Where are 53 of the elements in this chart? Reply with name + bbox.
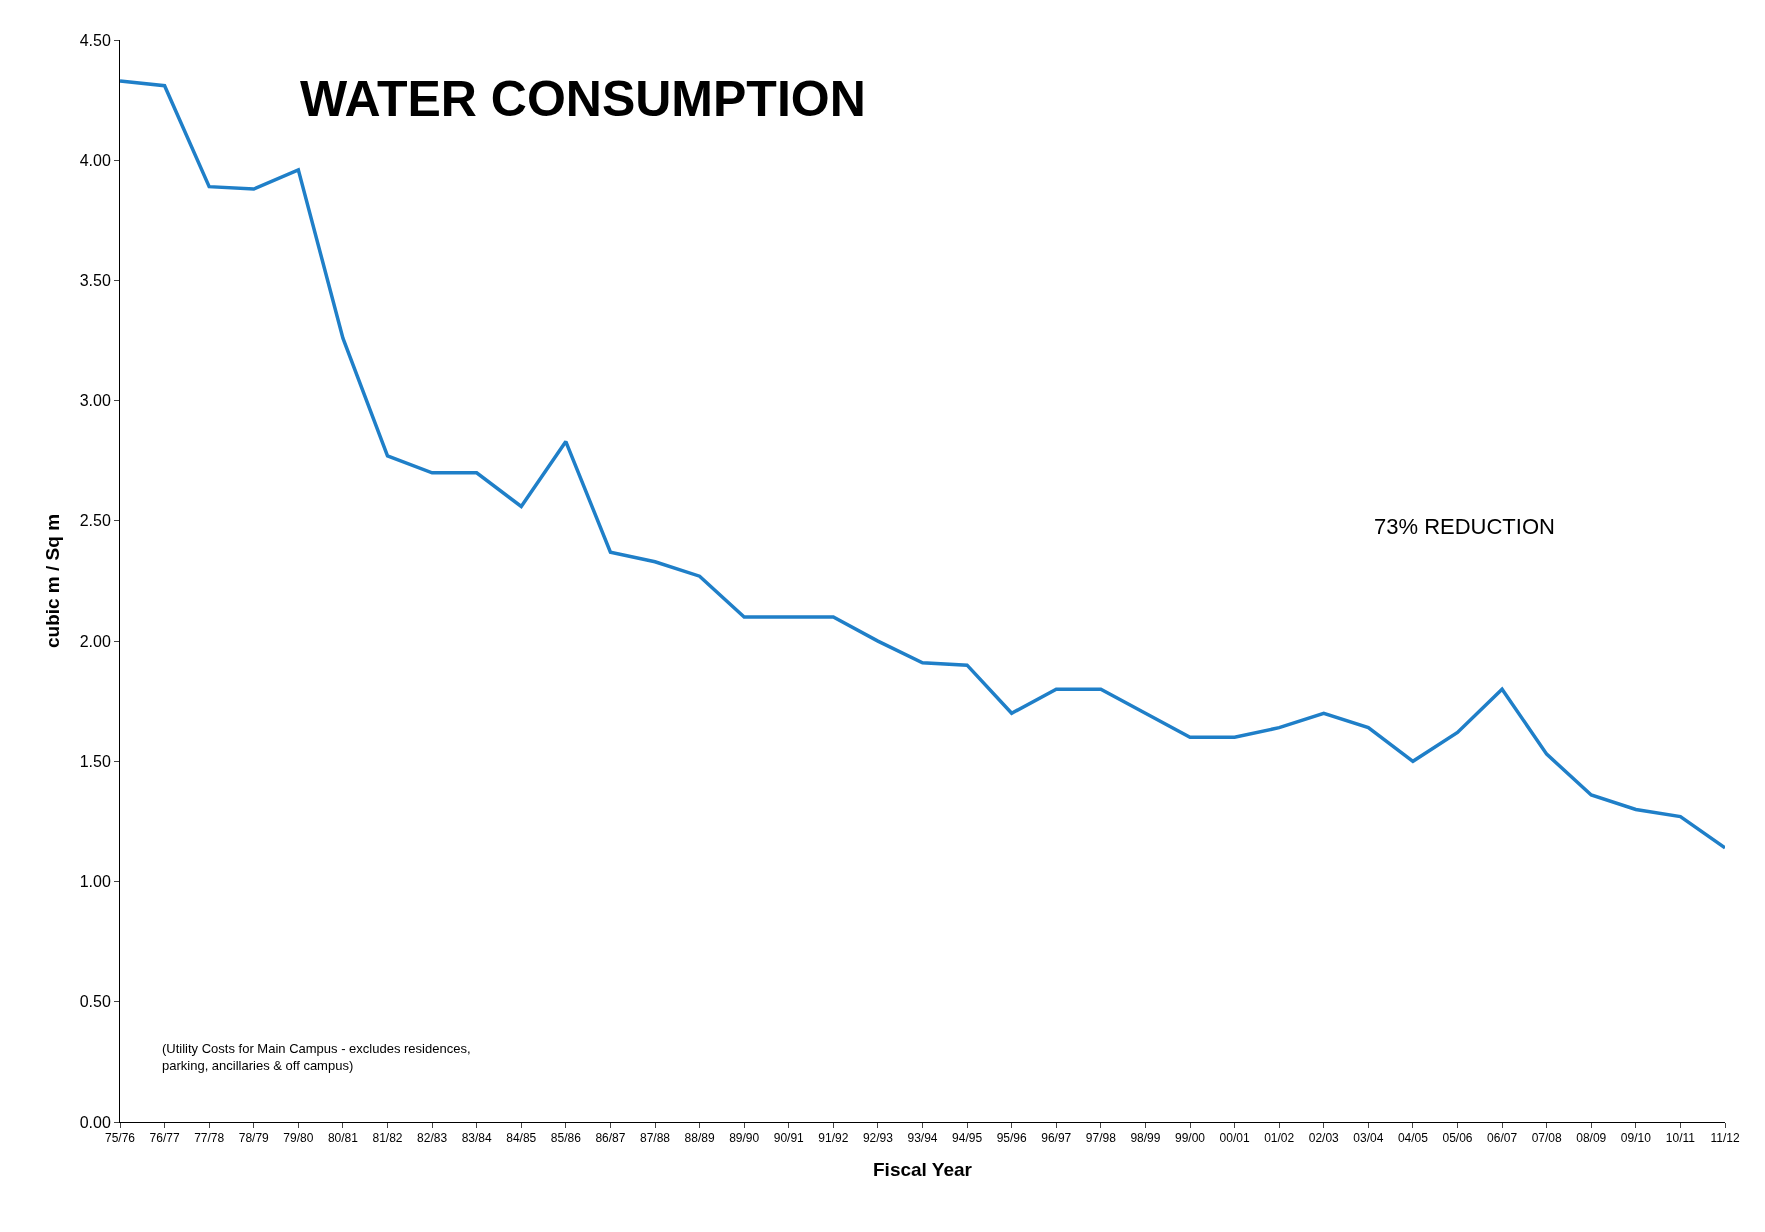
x-tick-label: 82/83 [417,1131,448,1146]
annotation: (Utility Costs for Main Campus - excludes residences, parking, ancillaries & off campus) [162,1041,471,1073]
x-tick-label: 86/87 [595,1131,626,1146]
y-axis-title: cubic m / Sq m [41,513,63,649]
x-tick-label: 88/89 [684,1131,715,1146]
text: WATER CONSUMPTION [300,71,866,128]
x-tick-label: 04/05 [1397,1131,1429,1146]
x-tick-label: 80/81 [327,1131,359,1146]
x-tick-label: 09/10 [1620,1131,1652,1146]
y-tick-label: 1.50 [79,752,111,770]
y-tick-label: 2.50 [79,512,111,530]
x-tick-label: 75/76 [104,1131,136,1146]
x-tick-label: 93/94 [907,1131,938,1146]
y-tick-label: 1.00 [79,873,111,891]
x-tick-label: 85/86 [550,1131,582,1146]
x-tick-label: 11/12 [1710,1131,1740,1146]
x-tick-label: 05/06 [1442,1131,1473,1146]
x-tick-label: 96/97 [1041,1131,1072,1146]
x-tick-label: 79/80 [283,1131,314,1146]
x-tick-label: 81/82 [372,1131,403,1146]
x-tick-label: 99/00 [1174,1131,1206,1146]
y-tick-label: 0.50 [79,993,111,1011]
x-tick-label: 87/88 [639,1131,671,1146]
x-tick-label: 91/92 [818,1131,849,1146]
x-tick-label: 95/96 [996,1131,1028,1146]
y-tick-label: 0.00 [79,1113,111,1131]
x-axis-title: Fiscal Year [873,1159,973,1181]
x-tick-label: 89/90 [729,1131,760,1146]
x-tick-label: 97/98 [1085,1131,1117,1146]
annotation: 73% REDUCTION [1374,514,1555,539]
x-tick-label: 02/03 [1308,1131,1340,1146]
x-tick-label: 90/91 [773,1131,805,1146]
x-tick-label: 07/08 [1531,1131,1563,1146]
x-tick-label: 83/84 [461,1131,493,1146]
x-tick-label: 76/77 [149,1131,180,1146]
x-tick-label: 01/02 [1264,1131,1295,1146]
x-tick-label: 10/11 [1665,1131,1696,1146]
x-tick-label: 92/93 [862,1131,894,1146]
x-tick-label: 06/07 [1487,1131,1518,1146]
y-tick-label: 4.50 [79,31,111,49]
x-tick-label: 77/78 [194,1131,225,1146]
x-tick-label: 03/04 [1353,1131,1384,1146]
y-tick-label: 2.00 [79,632,111,650]
x-tick-label: 98/99 [1130,1131,1161,1146]
x-tick-label: 94/95 [952,1131,983,1146]
y-tick-label: 3.50 [79,272,111,290]
x-tick-label: 78/79 [238,1131,270,1146]
x-tick-label: 08/09 [1576,1131,1607,1146]
y-tick-label: 3.00 [79,392,111,410]
x-tick-label: 84/85 [506,1131,537,1146]
x-tick-label: 00/01 [1219,1131,1250,1146]
y-tick-label: 4.00 [79,151,111,169]
line-series [120,79,1725,850]
